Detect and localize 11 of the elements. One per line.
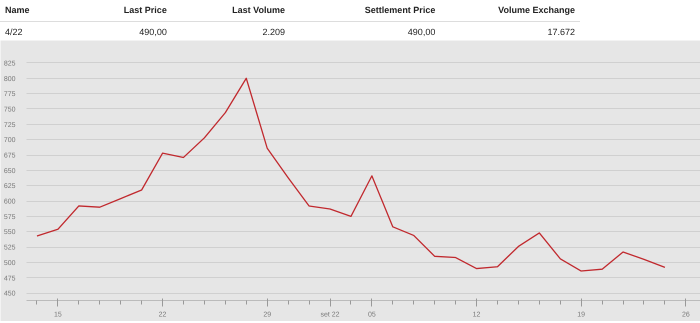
text: 490,00 xyxy=(138,26,168,39)
line-series xyxy=(36,78,666,272)
text: Name xyxy=(0,0,97,22)
text: 4/22 xyxy=(4,26,24,39)
text: Volume Exchange xyxy=(440,0,580,22)
text: Last Price xyxy=(96,0,172,22)
text: Last Volume xyxy=(172,0,290,22)
text: 2.209 xyxy=(261,26,286,39)
text: Settlement Price xyxy=(290,0,440,22)
text: 17.672 xyxy=(546,26,576,39)
text: 490,00 xyxy=(406,26,436,39)
